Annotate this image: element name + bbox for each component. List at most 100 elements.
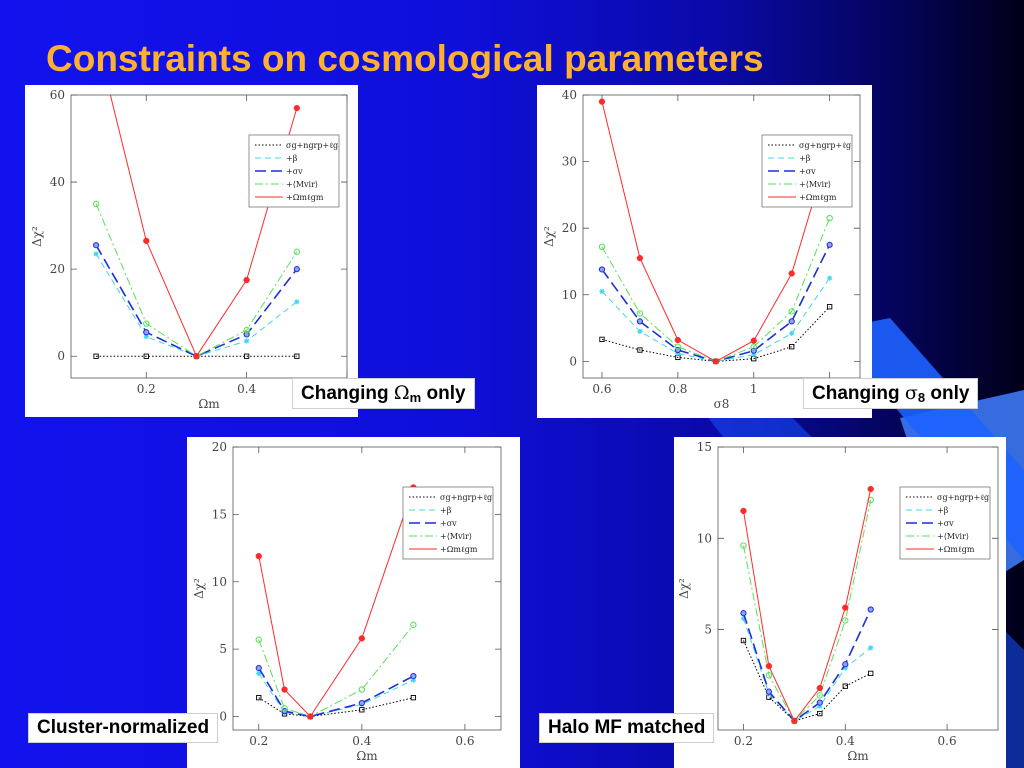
data-point: [92, 242, 100, 249]
caption-text: Changing: [812, 383, 905, 404]
data-point: [740, 542, 747, 549]
legend-entry: +β: [937, 506, 949, 515]
data-point: [675, 350, 681, 356]
series-line: [258, 487, 414, 718]
legend-entry: σg+ngrp+ℓg: [286, 141, 338, 150]
x-tick-label: 0.6: [938, 734, 957, 748]
data-point: [143, 334, 149, 340]
data-point: [636, 318, 644, 325]
data-point: [788, 308, 795, 315]
legend-entry: +⟨Mvir⟩: [440, 532, 472, 541]
y-axis-label: Δχ²: [192, 578, 206, 599]
data-point: [867, 485, 874, 493]
y-axis-label: Δχ²: [30, 226, 44, 247]
data-point: [193, 353, 200, 360]
y-tick-label: 20: [212, 440, 227, 454]
x-axis-label: Ωm: [198, 397, 220, 411]
series-line: [95, 253, 298, 357]
data-point: [636, 254, 644, 262]
caption-changing-sigma8: Changing σ8 only: [803, 378, 979, 409]
data-point: [842, 683, 848, 689]
y-tick-label: 30: [562, 155, 577, 169]
y-tick-label: 10: [562, 288, 577, 302]
data-point: [750, 337, 757, 344]
data-point: [867, 606, 874, 613]
y-tick-label: 0: [569, 354, 577, 368]
caption-cluster-normalized: Cluster-normalized: [28, 713, 219, 743]
y-tick-label: 10: [212, 575, 227, 589]
legend-entry: +β: [440, 506, 452, 515]
caption-halo-mf-matched: Halo MF matched: [539, 713, 715, 743]
data-point: [598, 98, 606, 105]
legend: σg+ngrp+ℓg +β +σv +⟨Mvir⟩ +Ωmℓgm: [761, 134, 853, 208]
y-tick-label: 15: [697, 440, 712, 454]
x-axis-label: Ωm: [847, 749, 869, 763]
data-point: [255, 664, 262, 672]
x-tick-label: 0.6: [455, 734, 474, 748]
legend: σg+ngrp+ℓg +β +σv +⟨Mvir⟩ +Ωmℓgm: [899, 486, 991, 560]
data-point: [712, 358, 719, 365]
data-point: [816, 684, 823, 692]
x-tick-label: 0.4: [836, 734, 855, 748]
chart-cluster-normalized: 0.2 0.4 0.6 0 5 10 15 20 Ωm Δχ² σg+ngrp+ℓg +β +σv +⟨M…: [192, 440, 502, 763]
data-point: [93, 251, 99, 257]
data-point: [599, 336, 605, 343]
legend-entry: +β: [286, 154, 298, 163]
data-point: [243, 331, 250, 338]
data-point: [92, 200, 100, 208]
y-tick-label: 20: [50, 262, 65, 276]
chart-panel-1: 0.20.40.60204060ΩmΔχ²σg+ngrp+ℓg+β+σv+⟨Mv…: [25, 85, 358, 417]
caption-text: Changing: [301, 383, 394, 404]
data-point: [243, 276, 250, 284]
legend: σg+ngrp+ℓg +β +σv +⟨Mvir⟩ +Ωmℓgm: [402, 486, 494, 560]
data-point: [358, 699, 365, 707]
data-point: [740, 637, 747, 644]
series-line: [95, 244, 298, 358]
legend-entry: +⟨Mvir⟩: [286, 180, 318, 189]
x-tick-label: 0.6: [592, 382, 611, 396]
data-point: [637, 328, 643, 334]
series-line: [743, 640, 871, 722]
y-tick-label: 15: [212, 507, 227, 521]
data-point: [816, 692, 824, 699]
data-point: [636, 310, 644, 317]
data-point: [826, 304, 833, 310]
data-point: [868, 645, 874, 651]
caption-subscript: m: [409, 390, 422, 405]
x-tick-label: 0.4: [237, 382, 256, 396]
data-point: [750, 343, 757, 350]
data-point: [358, 686, 366, 693]
data-point: [281, 705, 288, 712]
data-point: [243, 353, 250, 359]
y-axis-label: Δχ²: [677, 578, 691, 599]
data-point: [826, 241, 833, 248]
data-point: [143, 320, 150, 327]
x-tick-label: 1: [750, 382, 758, 396]
series-line: [109, 95, 298, 358]
data-point: [256, 695, 262, 701]
legend-entry: +Ωmℓgm: [286, 193, 324, 202]
series-line: [743, 618, 872, 722]
data-point: [826, 214, 833, 222]
data-point: [751, 352, 757, 358]
data-point: [789, 344, 795, 350]
data-point: [842, 617, 849, 624]
x-tick-label: 0.2: [734, 734, 753, 748]
data-point: [143, 329, 150, 336]
series-line: [258, 667, 414, 718]
legend-entry: +Ωmℓgm: [937, 545, 975, 554]
data-point: [827, 275, 833, 281]
plot-frame: [582, 94, 861, 379]
series-line: [601, 218, 831, 362]
chart-panel-4: 0.2 0.4 0.6 5 10 15 Ωm Δχ² σg+ngrp+ℓg +β +σv +⟨Mvir…: [674, 437, 1006, 768]
legend-entry: σg+ngrp+ℓg: [799, 141, 851, 150]
caption-text: Cluster-normalized: [37, 717, 210, 738]
data-point: [637, 347, 643, 353]
data-point: [410, 621, 417, 629]
data-point: [598, 266, 606, 273]
chart-panel-3: 0.2 0.4 0.6 0 5 10 15 20 Ωm Δχ² σg+ngrp+ℓg +β +σv +⟨M…: [187, 437, 520, 768]
data-point: [255, 636, 262, 643]
data-point: [740, 507, 747, 515]
caption-symbol: σ: [904, 382, 918, 404]
caption-subscript: 8: [917, 390, 926, 405]
